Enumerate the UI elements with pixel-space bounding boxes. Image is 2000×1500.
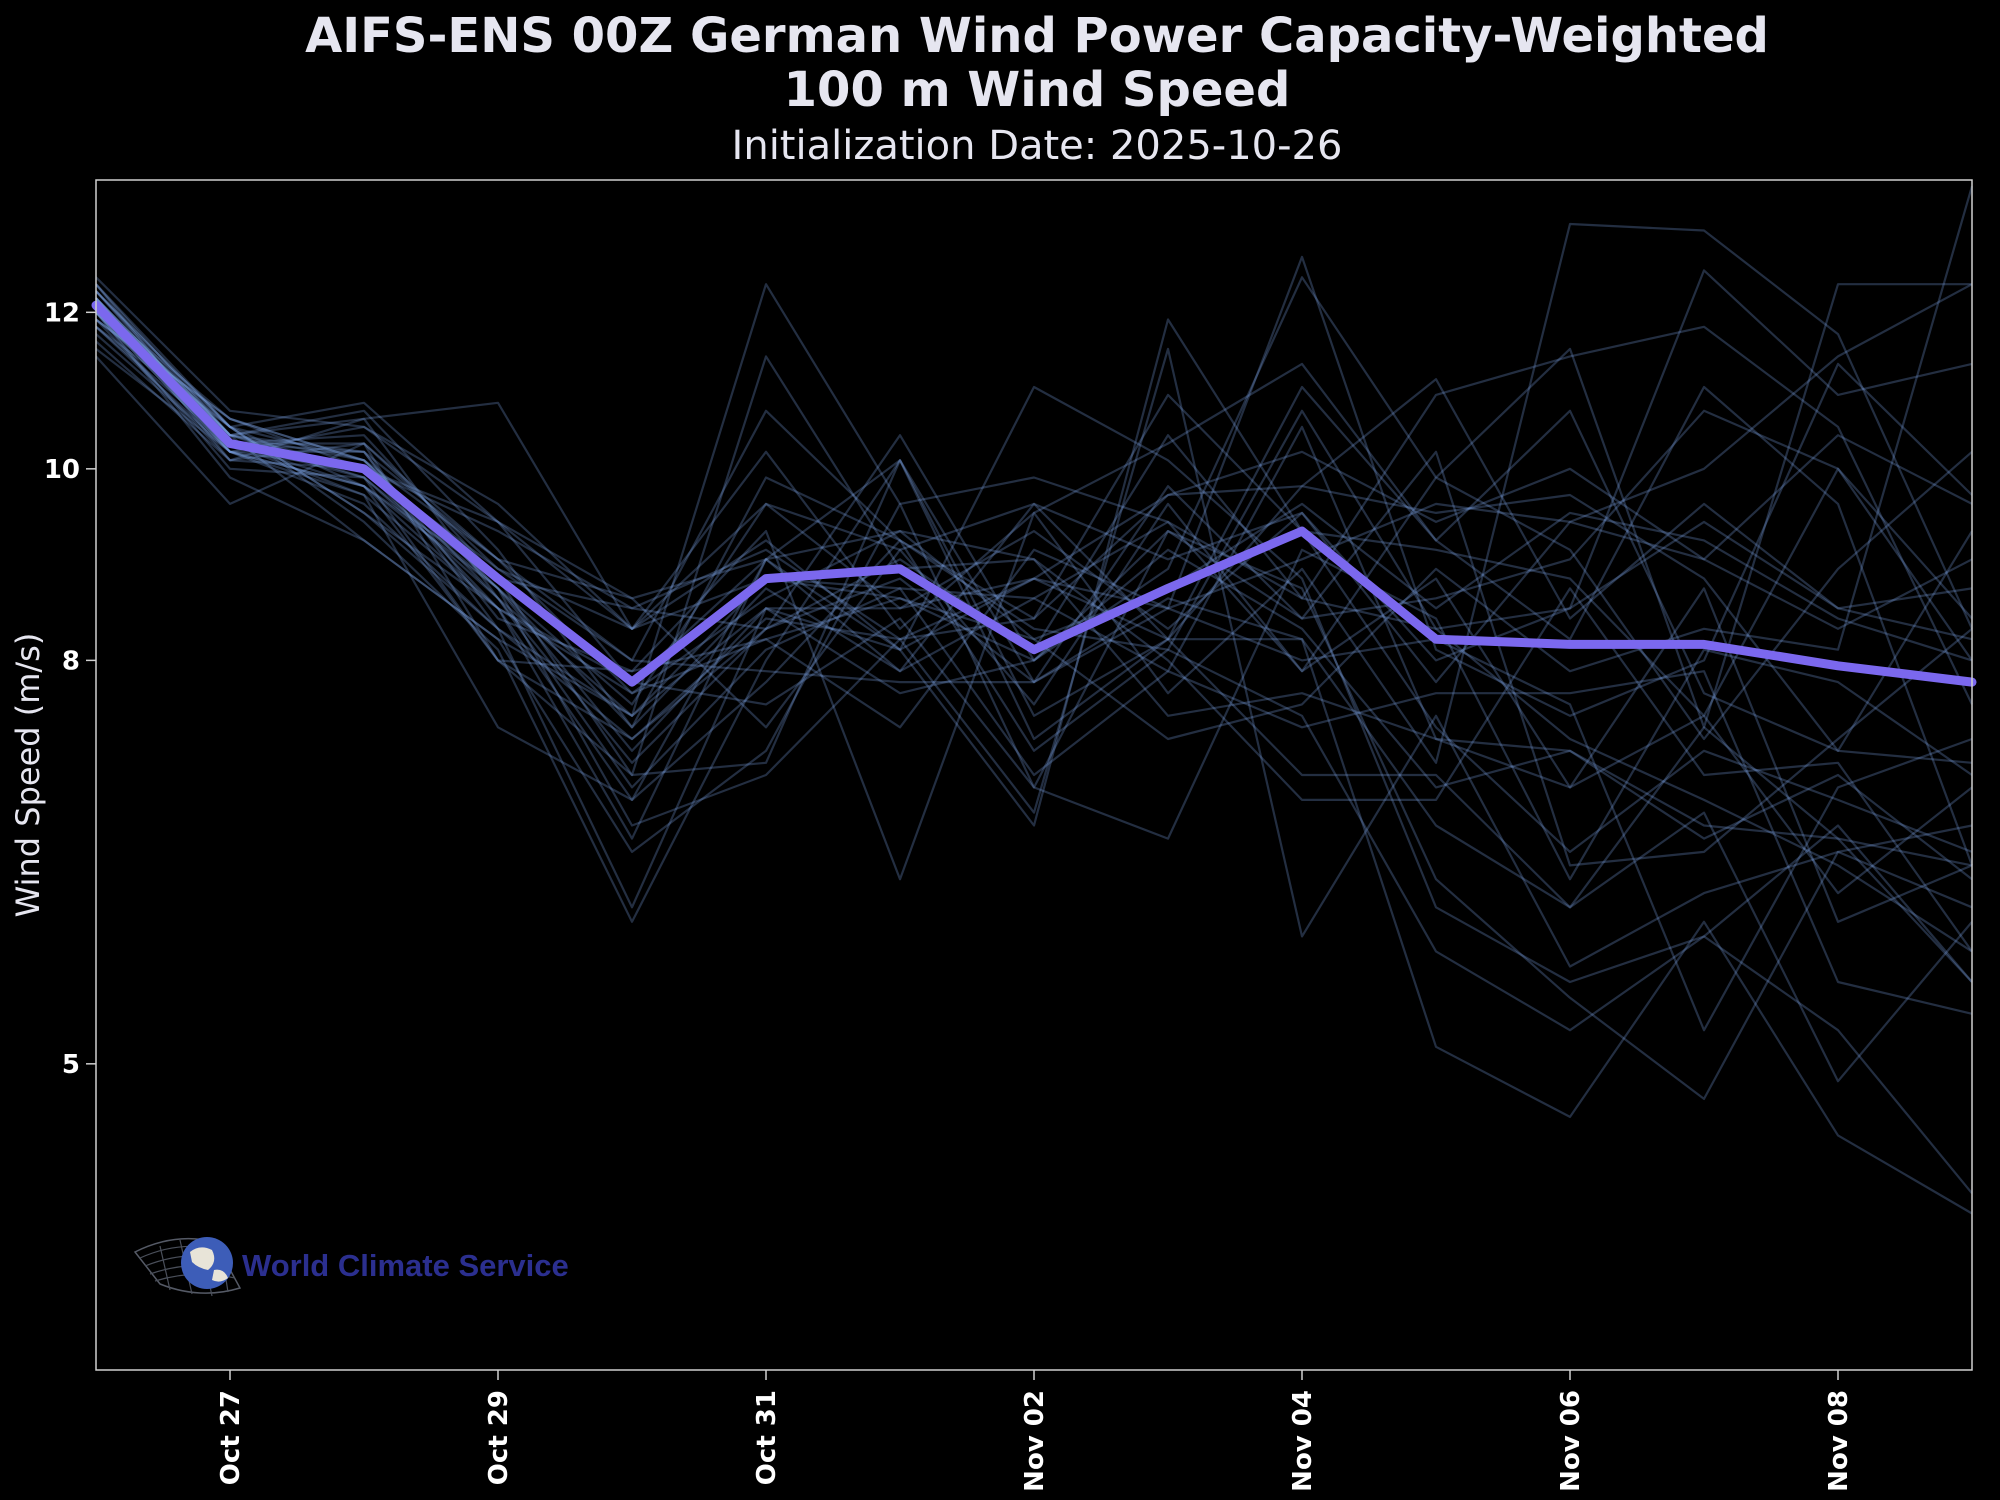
ensemble-member-line-19 [95, 355, 1973, 1015]
ensemble-member-line-5 [95, 297, 1973, 983]
ensemble-member-line-35 [95, 311, 1973, 1215]
x-tick-label: Oct 27 [216, 1390, 246, 1485]
x-tick-label: Oct 29 [484, 1390, 514, 1485]
y-axis: 5 8 10 12 [44, 298, 96, 1080]
y-tick-label: 12 [44, 298, 80, 328]
ensemble-member-line-15 [95, 311, 1973, 895]
ensemble-member-line-4 [95, 290, 1973, 881]
ensemble-mean [91, 300, 1977, 687]
y-tick-label: 5 [62, 1050, 80, 1080]
y-tick-label: 8 [62, 646, 80, 676]
ensemble-member-line-10 [95, 311, 1973, 1083]
ensemble-member-line-25 [95, 297, 1973, 764]
ensemble-member-line-9 [95, 255, 1973, 729]
ensemble-member-line-26 [95, 304, 1973, 867]
ensemble-member-line-8 [95, 304, 1973, 909]
ensemble-member-line-1 [95, 276, 1973, 630]
y-axis-label: Wind Speed (m/s) [9, 633, 47, 918]
ensemble-member-line-12 [95, 318, 1974, 866]
x-axis: Oct 27 Oct 29 Oct 31 Nov 02 Nov 04 Nov 06 Nov … [216, 1370, 1854, 1492]
ensemble-member-line-30 [95, 283, 1973, 881]
x-tick-label: Nov 02 [1020, 1390, 1050, 1492]
ensemble-member-line-24 [95, 318, 1973, 641]
ensemble-member-line-14 [95, 325, 1973, 684]
ensemble-member-line-21 [95, 290, 1973, 1032]
ensemble-member-line-22 [95, 283, 1973, 741]
ensemble-member-line-31 [95, 325, 1973, 764]
ensemble-member-line-27 [95, 283, 1973, 651]
ensemble-member-line-20 [95, 348, 1973, 1194]
chart-title-line2: 100 m Wind Speed [784, 62, 1291, 118]
ensemble-member-line-34 [95, 304, 1973, 953]
ensemble-member-line-23 [95, 311, 1973, 1101]
ensemble-member-line-28 [95, 290, 1973, 984]
x-tick-label: Nov 06 [1556, 1390, 1586, 1492]
world-climate-service-logo: World Climate Service [133, 1237, 569, 1297]
chart-subtitle: Initialization Date: 2025-10-26 [732, 123, 1343, 169]
ensemble-member-line-11 [95, 318, 1973, 867]
logo-text: World Climate Service [242, 1248, 569, 1283]
ensemble-members [95, 185, 1974, 1215]
ensemble-member-line-36 [95, 297, 1973, 789]
y-tick-label: 10 [44, 455, 80, 485]
x-tick-label: Nov 08 [1824, 1390, 1854, 1492]
ensemble-mean-line [91, 300, 1977, 687]
ensemble-member-line-2 [95, 283, 1973, 662]
ensemble-member-line-18 [95, 304, 1973, 752]
ensemble-member-line-7 [95, 283, 1973, 923]
ensemble-member-line-3 [95, 290, 1973, 717]
x-tick-label: Oct 31 [752, 1390, 782, 1485]
x-tick-label: Nov 04 [1288, 1390, 1318, 1492]
chart-title-line1: AIFS-ENS 00Z German Wind Power Capacity-… [305, 8, 1769, 64]
globe-logo-icon [133, 1237, 242, 1297]
ensemble-member-line-29 [95, 222, 1974, 881]
ensemble-member-line-13 [95, 325, 1973, 968]
